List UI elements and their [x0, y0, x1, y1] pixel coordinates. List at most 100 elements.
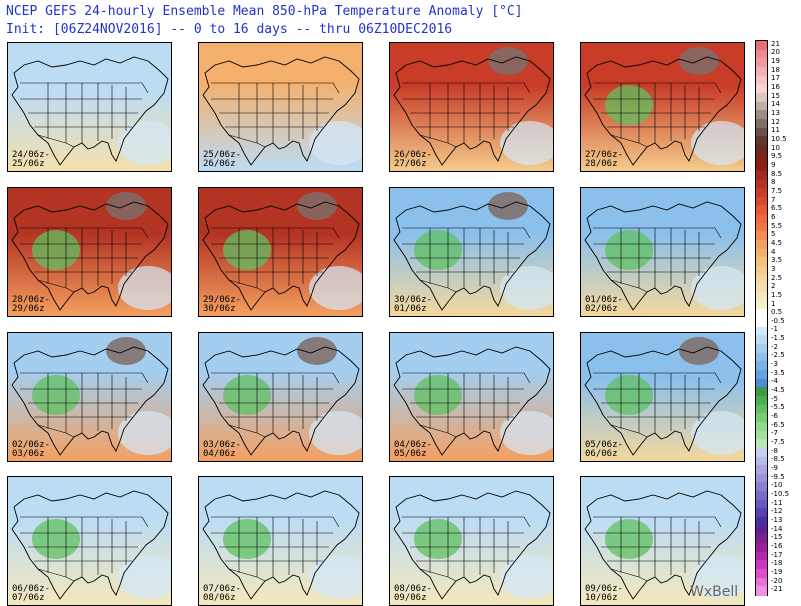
state-border — [228, 424, 266, 438]
wxbell-logo: WxBell — [690, 584, 739, 600]
ocean-anomaly — [691, 266, 744, 310]
colorbar-label: 10.5 — [771, 135, 787, 144]
warm-anomaly-max — [106, 337, 146, 365]
cold-anomaly-west — [414, 519, 462, 559]
anomaly-map — [390, 188, 553, 316]
ocean-anomaly — [500, 121, 553, 165]
colorbar-cell — [756, 404, 767, 414]
colorbar-cell — [756, 136, 767, 146]
panel-end-time: 28/06z — [585, 159, 618, 169]
panel-start-time: 09/06z- — [585, 584, 623, 594]
panel-end-time: 02/06z — [585, 304, 618, 314]
colorbar-label: -9 — [771, 463, 778, 472]
coastline — [202, 490, 360, 600]
cold-anomaly-west — [414, 375, 462, 415]
panel-date-label: 04/06z- 05/06z — [394, 441, 432, 459]
anomaly-map — [581, 333, 744, 461]
colorbar-label: 12 — [771, 117, 780, 126]
colorbar-cell — [756, 421, 767, 432]
cold-anomaly-west — [32, 519, 80, 559]
coastline — [11, 346, 169, 456]
anomaly-map — [8, 43, 171, 171]
colorbar-cell — [756, 283, 767, 293]
colorbar-cell — [756, 361, 767, 371]
colorbar-label: -10.5 — [771, 489, 790, 498]
anomaly-map — [581, 477, 744, 605]
colorbar-cell — [756, 343, 767, 354]
colorbar-label: -5 — [771, 394, 778, 403]
map-panel: 26/06z- 27/06z — [389, 42, 554, 172]
state-border — [593, 372, 722, 384]
colorbar-cell — [756, 222, 767, 233]
map-panel: 01/06z- 02/06z — [580, 187, 745, 317]
anomaly-map — [390, 43, 553, 171]
colorbar-cell — [756, 517, 767, 527]
ocean-anomaly — [500, 411, 553, 455]
colorbar-cell — [756, 491, 767, 501]
panel-date-label: 29/06z- 30/06z — [203, 296, 241, 314]
colorbar-cell — [756, 335, 767, 345]
ocean-anomaly — [309, 121, 362, 165]
map-panel: 03/06z- 04/06z — [198, 332, 363, 462]
colorbar-label: -15 — [771, 533, 783, 542]
colorbar-cell — [756, 543, 767, 553]
colorbar-label: -9.5 — [771, 472, 785, 481]
colorbar-label: 5 — [771, 230, 776, 239]
colorbar-cell — [756, 456, 767, 466]
colorbar-cell — [756, 240, 767, 250]
colorbar-label: -8.5 — [771, 455, 785, 464]
colorbar-label: 21 — [771, 39, 780, 48]
colorbar-cell — [756, 499, 767, 510]
colorbar-label: -3 — [771, 360, 778, 369]
colorbar-label: -4.5 — [771, 386, 785, 395]
state-border — [593, 227, 722, 239]
colorbar-cell — [756, 92, 767, 103]
ocean-anomaly — [500, 266, 553, 310]
colorbar-label: 8.5 — [771, 169, 783, 178]
anomaly-map — [8, 477, 171, 605]
colorbar-cell — [756, 196, 767, 207]
panel-start-time: 24/06z- — [12, 150, 50, 160]
panel-start-time: 05/06z- — [585, 440, 623, 450]
state-border — [419, 424, 457, 438]
colorbar-label: 10 — [771, 143, 780, 152]
coastline — [584, 201, 742, 311]
colorbar-label: 3.5 — [771, 256, 783, 265]
cold-anomaly-west — [605, 85, 653, 125]
warm-anomaly-max — [679, 47, 719, 75]
anomaly-map — [199, 477, 362, 605]
panel-date-label: 06/06z- 07/06z — [12, 585, 50, 603]
panel-end-time: 30/06z — [203, 304, 236, 314]
state-border — [402, 372, 531, 384]
coastline — [393, 201, 551, 311]
panel-end-time: 05/06z — [394, 449, 427, 459]
colorbar-label: 15 — [771, 91, 780, 100]
colorbar-label: 2 — [771, 282, 776, 291]
colorbar-label: -1.5 — [771, 334, 785, 343]
coastline — [393, 346, 551, 456]
cold-anomaly-west — [605, 230, 653, 270]
colorbar-cell — [756, 300, 767, 310]
panel-start-time: 25/06z- — [203, 150, 241, 160]
state-border — [402, 516, 531, 528]
panel-date-label: 09/06z- 10/06z — [585, 585, 623, 603]
ocean-anomaly — [691, 555, 744, 599]
panel-date-label: 27/06z- 28/06z — [585, 151, 623, 169]
panel-end-time: 01/06z — [394, 304, 427, 314]
colorbar-label: 1.5 — [771, 290, 783, 299]
state-border — [402, 227, 531, 239]
state-border — [593, 516, 722, 528]
panel-date-label: 30/06z- 01/06z — [394, 296, 432, 314]
colorbar-cell — [756, 58, 767, 68]
cold-anomaly-west — [605, 519, 653, 559]
colorbar-label: -1 — [771, 325, 778, 334]
anomaly-map — [390, 333, 553, 461]
panel-start-time: 29/06z- — [203, 295, 241, 305]
anomaly-map — [199, 43, 362, 171]
colorbar-label: 8 — [771, 178, 776, 187]
panel-end-time: 10/06z — [585, 593, 618, 603]
colorbar-cell — [756, 110, 767, 120]
ocean-anomaly — [309, 266, 362, 310]
colorbar-cell — [756, 153, 767, 163]
colorbar-cell — [756, 482, 767, 492]
